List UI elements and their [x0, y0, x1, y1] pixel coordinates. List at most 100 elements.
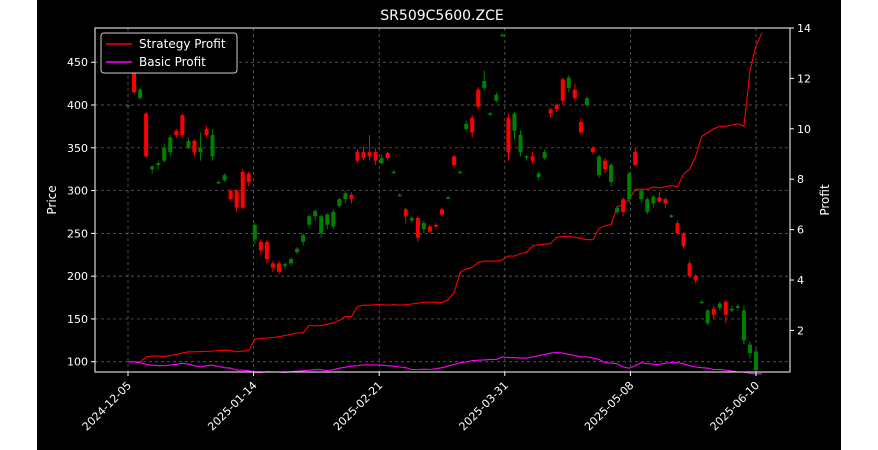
candle	[301, 233, 306, 246]
candle	[174, 128, 179, 138]
candle-body	[427, 226, 432, 232]
candle	[723, 300, 728, 324]
candle	[488, 111, 493, 116]
candle	[578, 117, 583, 135]
candle	[246, 171, 251, 187]
candle-body	[687, 263, 692, 277]
y-tick-label-right: 14	[797, 22, 811, 35]
candle-body	[476, 89, 481, 107]
candles	[126, 33, 758, 372]
candle	[717, 301, 722, 311]
candle	[584, 96, 589, 107]
chart-title: SR509C5600.ZCE	[380, 8, 503, 24]
candle	[379, 154, 384, 165]
candle	[138, 87, 143, 100]
candle-body	[548, 109, 553, 114]
legend-label-basic: Basic Profit	[139, 55, 206, 69]
candle	[747, 341, 752, 359]
candle	[180, 113, 185, 138]
candle	[621, 197, 626, 217]
candle	[409, 216, 414, 224]
candle	[391, 170, 396, 174]
candle-body	[343, 193, 348, 200]
y-tick-label-right: 8	[797, 173, 804, 186]
candle-body	[150, 166, 155, 170]
candle-body	[675, 223, 680, 234]
candle	[657, 192, 662, 204]
candle	[313, 209, 318, 221]
candle-body	[530, 156, 535, 161]
candle	[603, 158, 608, 174]
candle-body	[355, 152, 360, 161]
candle	[536, 171, 541, 181]
candle-body	[283, 264, 287, 266]
candle-body	[500, 34, 505, 37]
candle-body	[506, 117, 511, 153]
candle-body	[693, 276, 698, 281]
candle-body	[138, 89, 143, 99]
y-tick-label-right: 12	[797, 72, 811, 85]
plot-frame	[94, 27, 791, 373]
candle-body	[735, 306, 740, 308]
candle-body	[615, 207, 620, 212]
candle-body	[144, 113, 149, 157]
candle	[542, 149, 547, 160]
candle-body	[252, 224, 257, 240]
candle-body	[470, 117, 475, 133]
candle-body	[729, 308, 734, 311]
candle-body	[542, 152, 547, 159]
candle-body	[337, 199, 342, 206]
candle	[754, 348, 758, 372]
candle-body	[385, 152, 390, 159]
candle-body	[174, 130, 179, 135]
y-tick-label-right: 4	[797, 274, 804, 287]
candle-body	[276, 263, 281, 272]
candle-body	[681, 233, 686, 247]
candle-body	[597, 156, 601, 176]
candle-body	[705, 310, 710, 324]
candle	[415, 216, 420, 242]
candle-body	[566, 77, 571, 88]
plot-area	[95, 28, 790, 372]
candle-body	[307, 216, 312, 225]
y-tick-label-left: 450	[67, 56, 88, 69]
candle-body	[482, 81, 487, 88]
candle-body	[554, 105, 559, 110]
candle	[741, 306, 746, 345]
candle-body	[717, 303, 722, 308]
candle-body	[524, 156, 529, 158]
candle	[421, 220, 426, 234]
candle	[337, 197, 342, 208]
candle-body	[633, 152, 638, 165]
candle	[252, 223, 257, 244]
candle	[373, 147, 378, 165]
candle	[198, 132, 203, 161]
candle	[735, 303, 740, 311]
series-line-basic-profit	[128, 352, 762, 375]
candle-body	[645, 199, 650, 212]
candle-body	[452, 156, 457, 165]
legend-label-strategy: Strategy Profit	[139, 37, 226, 51]
candle-body	[590, 147, 595, 153]
candle	[433, 223, 438, 230]
candle	[349, 192, 354, 204]
candle	[687, 260, 692, 278]
candle-body	[440, 209, 444, 215]
candle	[524, 154, 529, 161]
candle	[633, 147, 638, 167]
candle	[627, 171, 632, 204]
candle-body	[464, 123, 469, 129]
candle	[464, 120, 469, 131]
candle-body	[578, 122, 583, 133]
candle	[482, 70, 487, 91]
candle	[144, 111, 149, 159]
candle	[597, 154, 601, 178]
candle-body	[192, 140, 197, 153]
candle-body	[379, 158, 384, 164]
candle-body	[621, 199, 626, 212]
candle	[675, 220, 680, 236]
candle-body	[264, 241, 269, 260]
candle-body	[126, 105, 130, 107]
candle-body	[609, 164, 614, 183]
